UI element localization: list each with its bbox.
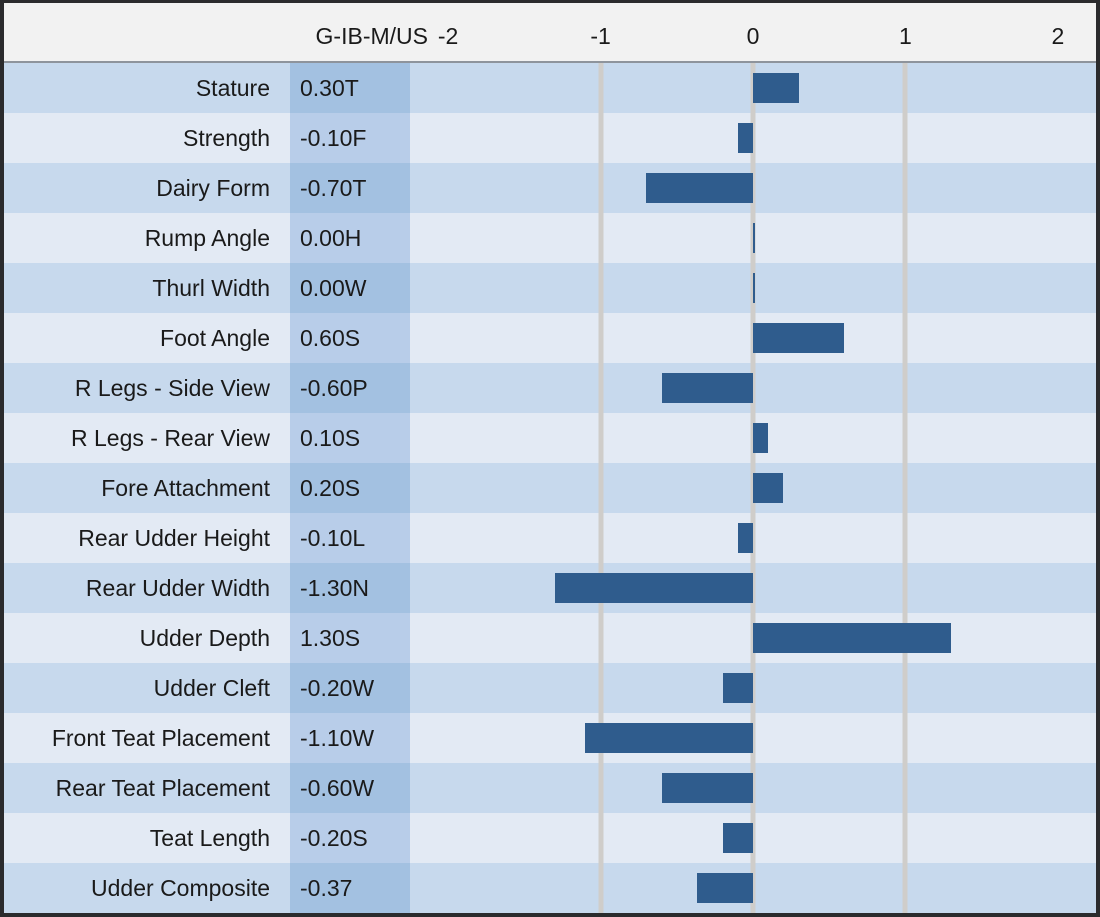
trait-row: Foot Angle 0.60S [4,313,1096,363]
trait-value: 0.00H [290,213,410,263]
trait-bar-cell [410,63,1096,113]
trait-label: Rear Teat Placement [4,763,290,813]
trait-value: -1.10W [290,713,410,763]
trait-label: Foot Angle [4,313,290,363]
trait-label: R Legs - Side View [4,363,290,413]
trait-bar-cell [410,113,1096,163]
trait-label: Udder Composite [4,863,290,913]
trait-row: Thurl Width 0.00W [4,263,1096,313]
trait-row: Udder Cleft -0.20W [4,663,1096,713]
trait-bar-cell [410,363,1096,413]
trait-row: Rear Udder Height -0.10L [4,513,1096,563]
trait-bar-cell [410,463,1096,513]
trait-bar [554,573,753,603]
trait-row: Dairy Form -0.70T [4,163,1096,213]
trait-label: Rump Angle [4,213,290,263]
trait-value: -0.60P [290,363,410,413]
trait-bar [753,623,952,653]
trait-bar [753,223,755,253]
axis-tick-label: 1 [899,23,912,49]
trait-label: Rear Udder Height [4,513,290,563]
trait-bar-cell [410,263,1096,313]
trait-bar [661,773,753,803]
trait-bar [753,423,769,453]
trait-row: Fore Attachment 0.20S [4,463,1096,513]
trait-label: Udder Cleft [4,663,290,713]
trait-row: Rear Teat Placement -0.60W [4,763,1096,813]
trait-value: 1.30S [290,613,410,663]
trait-value: -0.10L [290,513,410,563]
trait-row: Rear Udder Width -1.30N [4,563,1096,613]
axis-tick-label: -2 [437,23,459,49]
trait-bar-cell [410,163,1096,213]
chart-title: G-IB-M/US [315,23,428,49]
trait-row: R Legs - Rear View 0.10S [4,413,1096,463]
trait-label: Rear Udder Width [4,563,290,613]
trait-value: -1.30N [290,563,410,613]
chart-body: Stature 0.30T Strength -0.10F Dairy Form -0.7… [4,63,1096,913]
trait-bar [696,873,753,903]
axis-tick-label: -1 [590,23,611,49]
trait-label: Stature [4,63,290,113]
trait-bar [753,473,784,503]
trait-bar [661,373,753,403]
trait-bar [737,523,753,553]
trait-bar-cell [410,763,1096,813]
trait-value: 0.30T [290,63,410,113]
trait-bar [646,173,753,203]
trait-bar-cell [410,613,1096,663]
trait-bar-cell [410,813,1096,863]
trait-row: Front Teat Placement -1.10W [4,713,1096,763]
trait-label: Udder Depth [4,613,290,663]
trait-label: Thurl Width [4,263,290,313]
trait-value: -0.20S [290,813,410,863]
trait-bar-cell [410,563,1096,613]
trait-bar [753,73,799,103]
axis-tick-label: 2 [1051,23,1065,49]
trait-bar [753,273,755,303]
trait-row: Stature 0.30T [4,63,1096,113]
chart-header: G-IB-M/US -2 -1 0 1 2 [4,3,1096,63]
trait-value: -0.10F [290,113,410,163]
trait-bar-cell [410,213,1096,263]
trait-bar-cell [410,713,1096,763]
trait-rows: Stature 0.30T Strength -0.10F Dairy Form -0.7… [4,63,1096,913]
trait-value: -0.70T [290,163,410,213]
trait-row: Udder Composite -0.37 [4,863,1096,913]
trait-label: Teat Length [4,813,290,863]
trait-bar [585,723,753,753]
trait-value: -0.20W [290,663,410,713]
trait-value: -0.37 [290,863,410,913]
trait-bar-cell [410,313,1096,363]
trait-label: R Legs - Rear View [4,413,290,463]
trait-row: Strength -0.10F [4,113,1096,163]
trait-bar [722,823,753,853]
trait-label: Dairy Form [4,163,290,213]
axis-tick-label: 0 [746,23,760,49]
trait-row: Rump Angle 0.00H [4,213,1096,263]
trait-row: R Legs - Side View -0.60P [4,363,1096,413]
trait-bar [722,673,753,703]
trait-bar-cell [410,513,1096,563]
trait-value: 0.10S [290,413,410,463]
trait-value: -0.60W [290,763,410,813]
trait-bar-cell [410,413,1096,463]
trait-label: Fore Attachment [4,463,290,513]
trait-row: Teat Length -0.20S [4,813,1096,863]
trait-value: 0.20S [290,463,410,513]
trait-value: 0.00W [290,263,410,313]
trait-row: Udder Depth 1.30S [4,613,1096,663]
trait-label: Strength [4,113,290,163]
axis-ticks: -2 -1 0 1 2 [410,24,1096,50]
trait-bar-cell [410,863,1096,913]
trait-bar [753,323,845,353]
trait-bar-cell [410,663,1096,713]
trait-value: 0.60S [290,313,410,363]
trait-bar [737,123,753,153]
trait-label: Front Teat Placement [4,713,290,763]
